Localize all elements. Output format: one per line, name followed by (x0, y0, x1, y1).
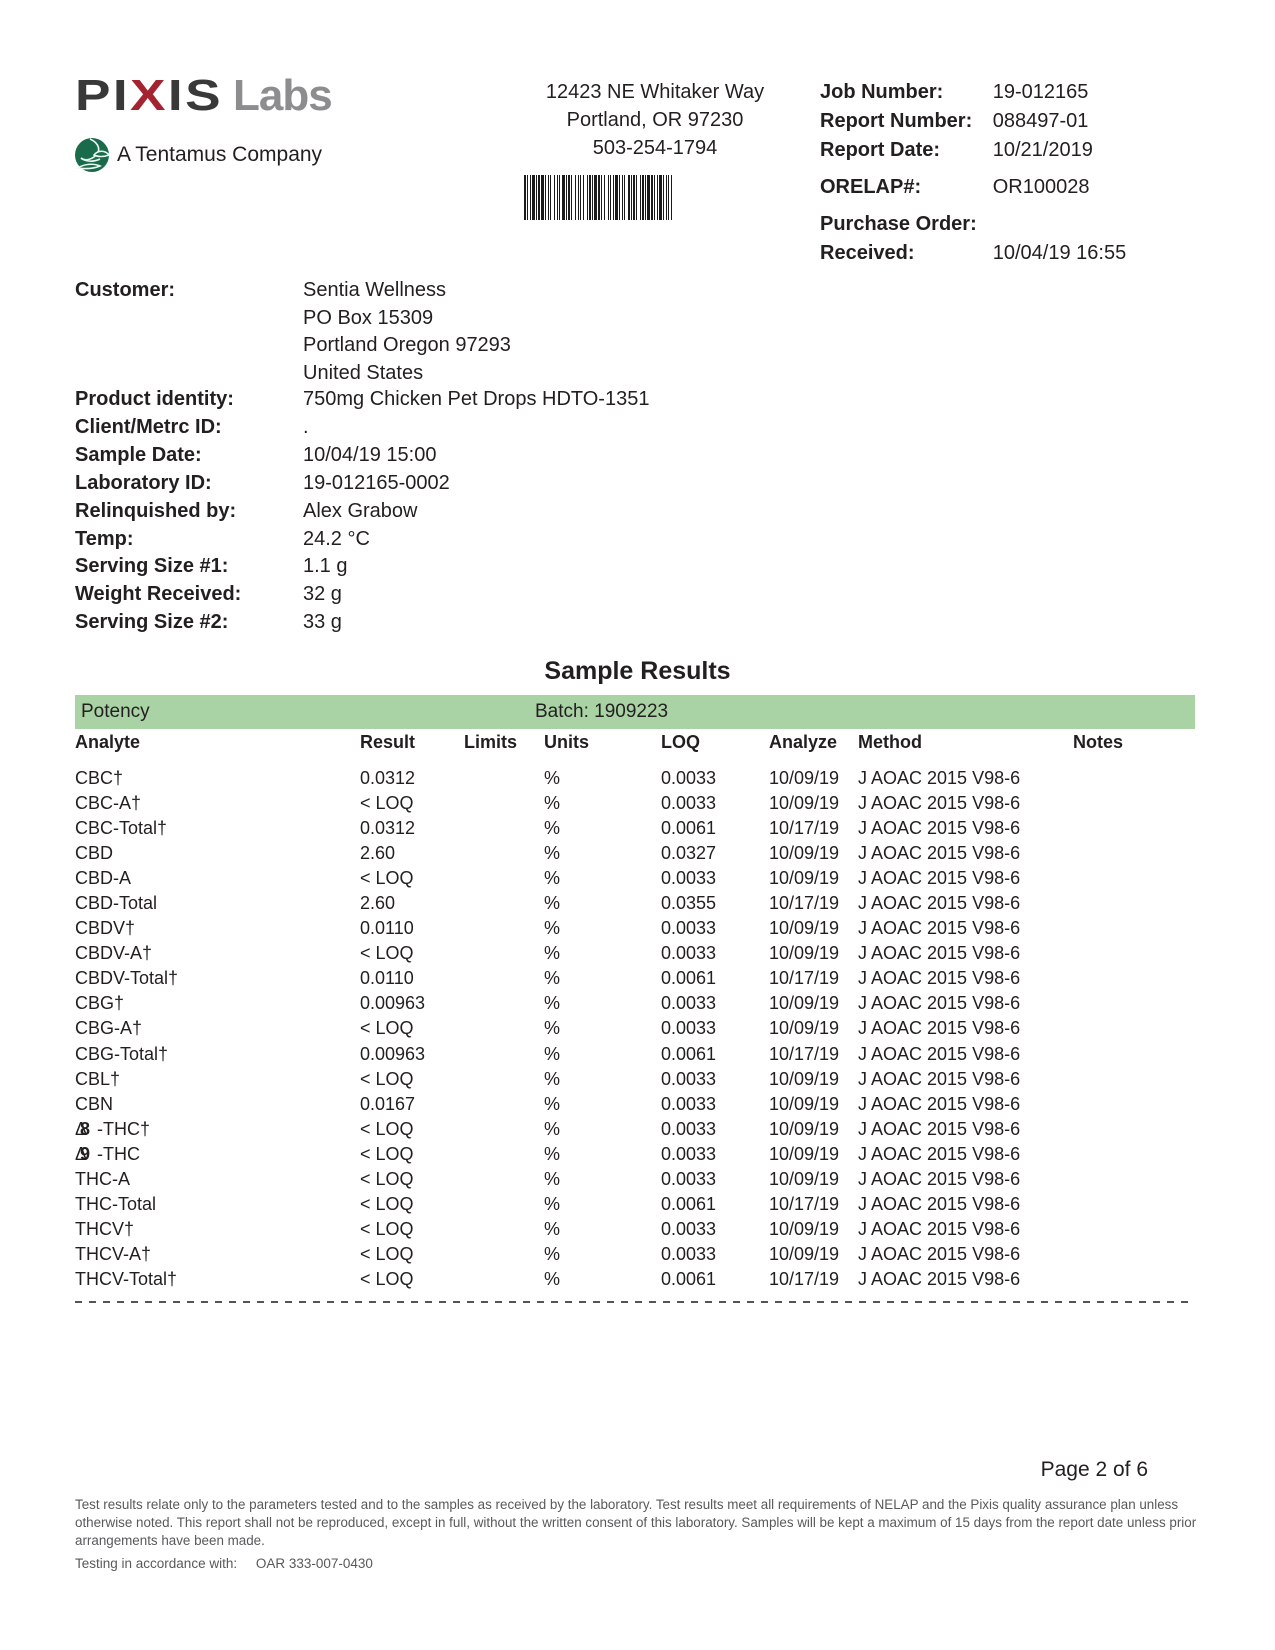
svg-text:Labs: Labs (233, 71, 332, 120)
